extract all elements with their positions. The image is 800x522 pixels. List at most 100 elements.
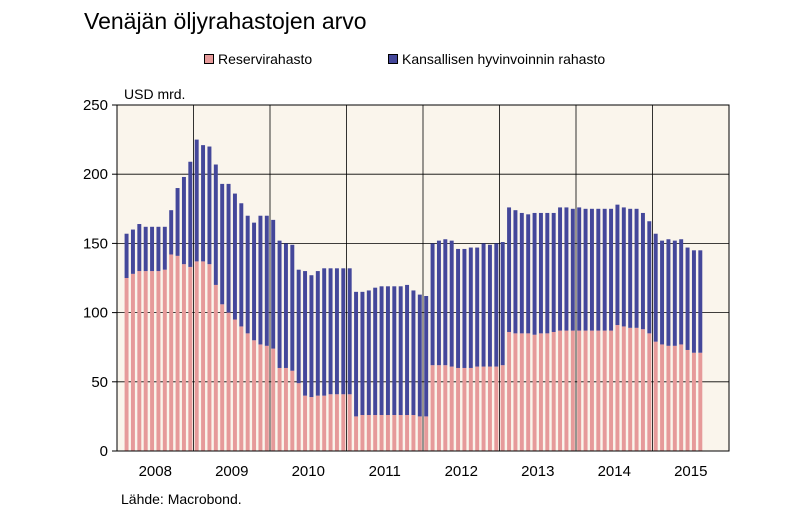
bar-welfare (201, 145, 206, 262)
bar-welfare (156, 226, 161, 272)
bar-reserve (137, 271, 142, 451)
bar-welfare (507, 207, 512, 332)
legend-label-reserve: Reservirahasto (218, 51, 313, 67)
legend-label-welfare: Kansallisen hyvinvoinnin rahasto (402, 51, 606, 67)
bar-welfare (264, 215, 269, 346)
y-axis-unit-label: USD mrd. (124, 86, 186, 102)
bar-reserve (252, 340, 257, 451)
bar-welfare (449, 240, 454, 367)
y-tick-label: 100 (83, 305, 108, 322)
legend-swatch-reserve (204, 54, 214, 64)
bar-welfare (494, 243, 499, 367)
bar-welfare (468, 247, 473, 368)
x-tick-label: 2014 (598, 463, 631, 480)
bar-welfare (672, 240, 677, 346)
bar-welfare (538, 212, 543, 334)
bar-welfare (226, 183, 231, 313)
bar-reserve (532, 334, 537, 451)
y-tick-label: 50 (91, 374, 108, 391)
bar-welfare (551, 212, 556, 332)
bar-reserve (653, 341, 658, 451)
bar-welfare (443, 239, 448, 366)
bar-reserve (424, 416, 429, 451)
bar-reserve (354, 416, 359, 451)
bar-reserve (156, 271, 161, 451)
bar-reserve (487, 366, 492, 451)
bar-welfare (691, 250, 696, 353)
bar-welfare (347, 268, 352, 395)
bar-welfare (647, 221, 652, 334)
bar-welfare (475, 247, 480, 367)
bar-reserve (602, 330, 607, 451)
bar-reserve (264, 345, 269, 451)
bar-reserve (436, 365, 441, 451)
bar-welfare (360, 291, 365, 416)
bar-welfare (653, 233, 658, 342)
bar-welfare (207, 146, 212, 265)
bar-reserve (430, 365, 435, 451)
x-tick-label: 2015 (674, 463, 707, 480)
bar-reserve (666, 345, 671, 451)
bar-welfare (271, 219, 276, 349)
bar-reserve (456, 367, 461, 451)
bar-reserve (239, 326, 244, 451)
bar-reserve (392, 415, 397, 451)
bar-welfare (232, 193, 237, 320)
bar-reserve (481, 366, 486, 451)
bar-welfare (405, 284, 410, 416)
bar-welfare (252, 222, 257, 341)
bar-welfare (532, 212, 537, 335)
bar-reserve (672, 345, 677, 451)
y-tick-label: 250 (83, 97, 108, 114)
x-tick-label: 2009 (215, 463, 248, 480)
legend-item-reserve: Reservirahasto (204, 50, 312, 68)
bar-reserve (577, 330, 582, 451)
bar-reserve (162, 269, 167, 451)
bar-welfare (666, 239, 671, 346)
bar-welfare (385, 286, 390, 416)
bar-reserve (475, 366, 480, 451)
bar-reserve (322, 395, 327, 451)
bar-welfare (245, 215, 250, 334)
bar-reserve (417, 416, 422, 451)
bar-welfare (169, 210, 174, 255)
bar-welfare (315, 271, 320, 396)
bar-welfare (430, 243, 435, 366)
x-tick-label: 2013 (521, 463, 554, 480)
bar-reserve (551, 331, 556, 451)
bar-reserve (226, 312, 231, 451)
bar-reserve (360, 415, 365, 451)
bar-reserve (181, 264, 186, 451)
y-tick-label: 0 (100, 443, 108, 460)
y-tick-label: 150 (83, 235, 108, 252)
bar-reserve (385, 415, 390, 451)
bar-welfare (621, 207, 626, 327)
bar-reserve (277, 367, 282, 451)
bar-reserve (545, 333, 550, 451)
bar-welfare (258, 215, 263, 345)
bar-welfare (628, 208, 633, 328)
bar-reserve (169, 254, 174, 451)
bar-reserve (691, 352, 696, 451)
bar-welfare (309, 275, 314, 398)
bar-reserve (220, 304, 225, 451)
bar-reserve (609, 330, 614, 451)
bar-welfare (634, 208, 639, 328)
bar-welfare (392, 286, 397, 416)
bar-welfare (596, 208, 601, 331)
bar-welfare (558, 207, 563, 331)
bar-welfare (564, 207, 569, 331)
bar-welfare (137, 224, 142, 272)
bar-welfare (354, 291, 359, 417)
bar-reserve (500, 365, 505, 451)
bar-welfare (424, 295, 429, 417)
bar-welfare (130, 229, 135, 274)
bar-welfare (436, 240, 441, 366)
bar-reserve (309, 397, 314, 451)
bar-reserve (443, 365, 448, 451)
chart-title: Venäjän öljyrahastojen arvo (84, 8, 367, 34)
bar-reserve (373, 415, 378, 451)
bar-reserve (660, 344, 665, 451)
legend-swatch-welfare (388, 54, 398, 64)
bar-reserve (570, 330, 575, 451)
